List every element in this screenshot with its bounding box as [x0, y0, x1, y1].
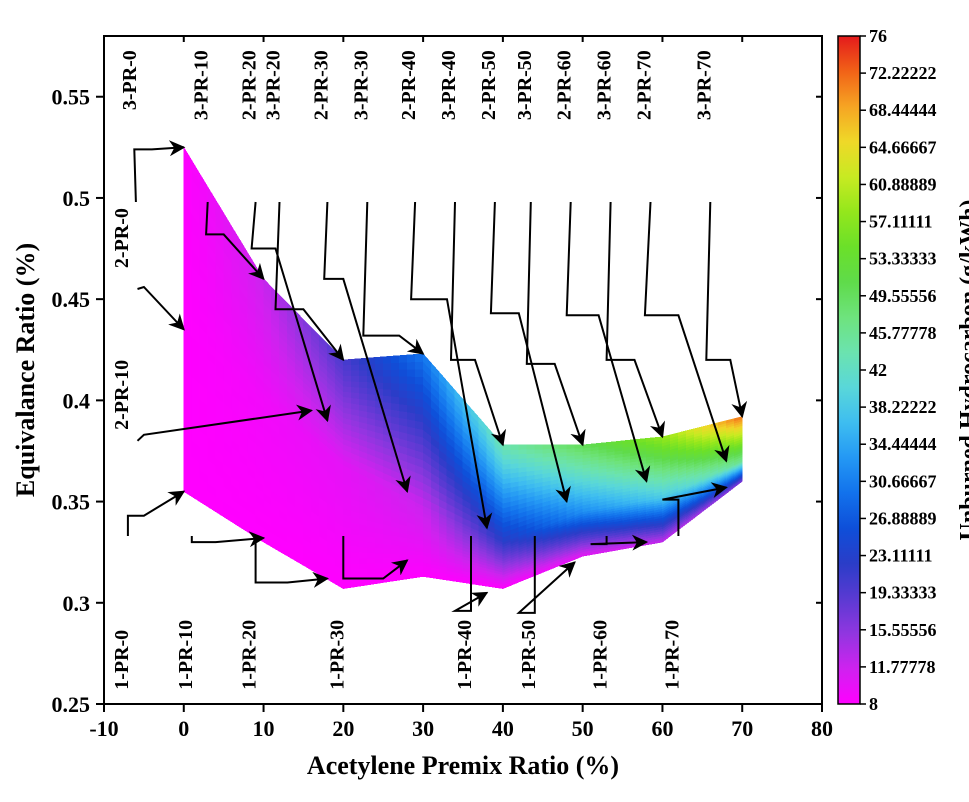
x-axis-label: Acetylene Premix Ratio (%)	[307, 751, 619, 780]
annotation-arrow	[138, 287, 184, 330]
y-tick-label: 0.55	[52, 85, 91, 110]
colorbar-tick-label: 38.22222	[869, 397, 937, 417]
annotation-label: 2-PR-50	[478, 50, 500, 120]
annotation-label: 3-PR-20	[263, 50, 285, 120]
y-tick-label: 0.4	[63, 388, 91, 413]
colorbar-tick-label: 15.55556	[869, 620, 937, 640]
annotation-label: 3-PR-0	[119, 50, 141, 110]
annotation-arrow	[607, 202, 663, 437]
colorbar-tick-label: 57.11111	[869, 212, 933, 232]
annotation-label: 2-PR-10	[111, 360, 133, 430]
colorbar-tick-label: 8	[869, 694, 878, 714]
contour-chart: -10 0 10 20 30 40 50 60 70 80 0.25 0.3 0.35 0.4 0.45 0.…	[0, 0, 969, 802]
colorbar-tick-label: 19.33333	[869, 583, 937, 603]
annotation-label: 2-PR-40	[398, 50, 420, 120]
annotation-label: 1-PR-0	[111, 630, 133, 690]
y-tick-label: 0.5	[63, 186, 91, 211]
x-tick-label: 60	[651, 716, 673, 741]
annotation-label: 1-PR-10	[175, 620, 197, 690]
colorbar-title: Unburned Hydrocarbon (g/kWh)	[956, 200, 969, 541]
x-tick-label: 0	[178, 716, 189, 741]
x-tick-label: 20	[332, 716, 354, 741]
colorbar-tick-label: 68.44444	[869, 100, 937, 120]
colorbar-tick-label: 72.22222	[869, 63, 937, 83]
colorbar	[838, 36, 860, 704]
annotation-label: 2-PR-20	[239, 50, 261, 120]
colorbar-tick-label: 34.44444	[869, 434, 937, 454]
annotation-label: 2-PR-70	[634, 50, 656, 120]
x-tick-label: 10	[253, 716, 275, 741]
x-tick-label: 50	[572, 716, 594, 741]
x-tick-label: 80	[811, 716, 833, 741]
annotation-label: 2-PR-0	[111, 208, 133, 268]
annotation-label: 2-PR-30	[310, 50, 332, 120]
x-tick-label: -10	[89, 716, 118, 741]
contour-surface	[184, 147, 742, 588]
annotation-label: 3-PR-40	[438, 50, 460, 120]
x-tick-label: 70	[731, 716, 753, 741]
annotation-arrow	[128, 492, 184, 537]
colorbar-tick-label: 53.33333	[869, 249, 937, 269]
colorbar-tick-label: 11.77778	[869, 657, 936, 677]
colorbar-tick-label: 64.66667	[869, 137, 937, 157]
annotation-arrow	[192, 536, 264, 542]
y-tick-label: 0.45	[52, 287, 91, 312]
annotation-label: 3-PR-60	[594, 50, 616, 120]
y-tick-label: 0.35	[52, 490, 91, 515]
annotation-label: 1-PR-70	[661, 620, 683, 690]
annotation-arrow	[134, 147, 184, 202]
annotation-arrow	[567, 202, 647, 481]
annotation-label: 3-PR-10	[191, 50, 213, 120]
y-tick-label: 0.25	[52, 692, 91, 717]
colorbar-tick-label: 30.66667	[869, 471, 937, 491]
annotation-arrow	[706, 202, 742, 417]
colorbar-tick-label: 76	[869, 26, 887, 46]
annotation-label: 3-PR-30	[350, 50, 372, 120]
annotation-label: 1-PR-20	[239, 620, 261, 690]
colorbar-tick-label: 23.11111	[869, 546, 933, 566]
x-tick-label: 30	[412, 716, 434, 741]
annotation-label: 3-PR-50	[514, 50, 536, 120]
annotation-label: 1-PR-60	[590, 620, 612, 690]
annotation-label: 1-PR-40	[454, 620, 476, 690]
chart-container: -10 0 10 20 30 40 50 60 70 80 0.25 0.3 0.35 0.4 0.45 0.…	[0, 0, 969, 802]
annotation-label: 1-PR-30	[326, 620, 348, 690]
y-tick-label: 0.3	[63, 591, 91, 616]
x-tick-label: 40	[492, 716, 514, 741]
colorbar-tick-label: 49.55556	[869, 286, 937, 306]
colorbar-tick-label: 45.77778	[869, 323, 937, 343]
annotation-label: 2-PR-60	[554, 50, 576, 120]
y-axis-label: Equivalance Ratio (%)	[11, 243, 40, 497]
colorbar-tick-label: 60.88889	[869, 174, 937, 194]
annotation-label: 3-PR-70	[693, 50, 715, 120]
colorbar-tick-label: 42	[869, 360, 887, 380]
annotation-label: 1-PR-50	[518, 620, 540, 690]
colorbar-tick-label: 26.88889	[869, 508, 937, 528]
annotation-arrow	[527, 202, 583, 445]
